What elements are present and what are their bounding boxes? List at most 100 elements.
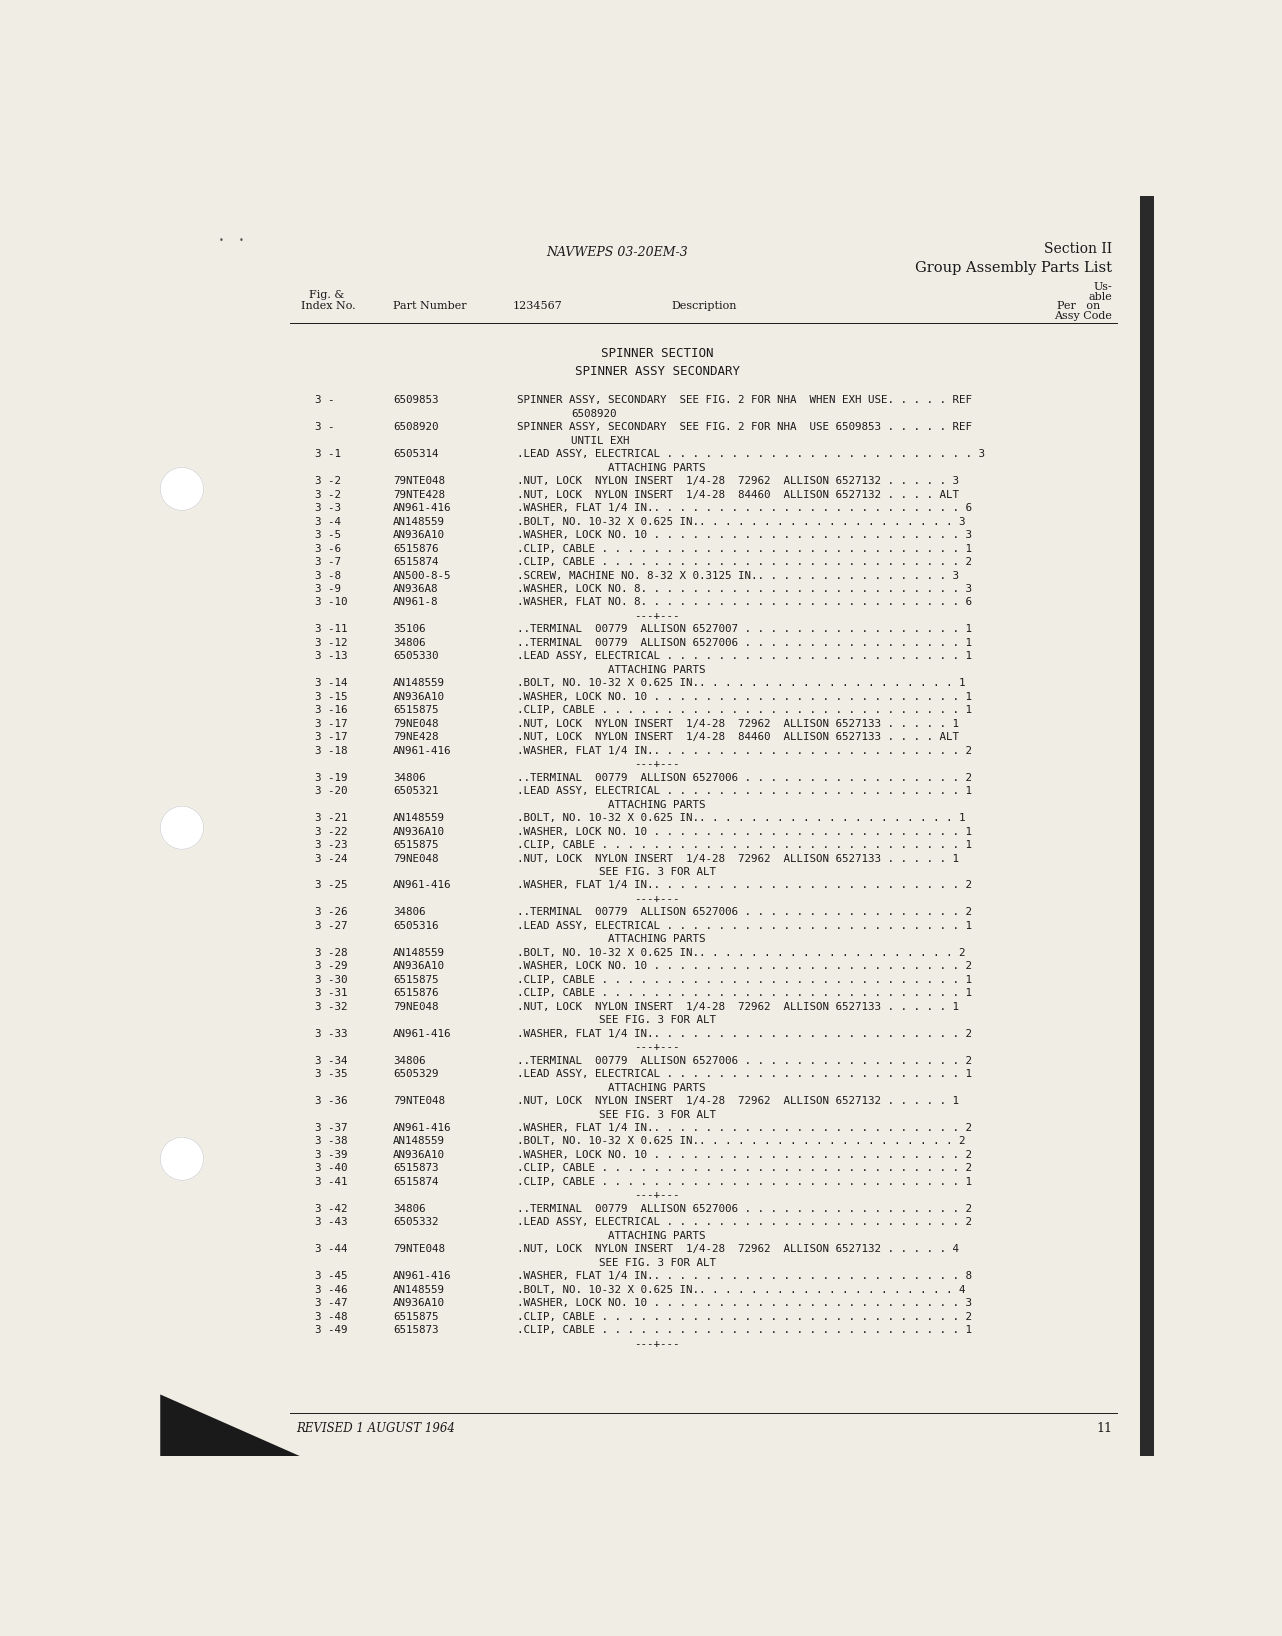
Text: Part Number: Part Number xyxy=(392,301,467,311)
Text: .SCREW, MACHINE NO. 8-32 X 0.3125 IN.. . . . . . . . . . . . . . . 3: .SCREW, MACHINE NO. 8-32 X 0.3125 IN.. .… xyxy=(517,571,959,581)
Text: ..TERMINAL  00779  ALLISON 6527006 . . . . . . . . . . . . . . . . . 2: ..TERMINAL 00779 ALLISON 6527006 . . . .… xyxy=(517,1204,972,1214)
Text: 3 -16: 3 -16 xyxy=(315,705,347,715)
Text: AN961-416: AN961-416 xyxy=(392,880,451,890)
Text: .NUT, LOCK  NYLON INSERT  1/4-28  72962  ALLISON 6527133 . . . . . 1: .NUT, LOCK NYLON INSERT 1/4-28 72962 ALL… xyxy=(517,1001,959,1011)
Text: .CLIP, CABLE . . . . . . . . . . . . . . . . . . . . . . . . . . . . 1: .CLIP, CABLE . . . . . . . . . . . . . .… xyxy=(517,988,972,998)
Text: 3 -20: 3 -20 xyxy=(315,787,347,797)
Text: ---+---: ---+--- xyxy=(635,1191,679,1201)
Text: 6505321: 6505321 xyxy=(392,787,438,797)
Text: 3 -26: 3 -26 xyxy=(315,908,347,918)
Text: ..TERMINAL  00779  ALLISON 6527006 . . . . . . . . . . . . . . . . . 1: ..TERMINAL 00779 ALLISON 6527006 . . . .… xyxy=(517,638,972,648)
Text: 3 -11: 3 -11 xyxy=(315,625,347,635)
Text: Index No.: Index No. xyxy=(301,301,356,311)
Text: 79NTE048: 79NTE048 xyxy=(392,1096,445,1106)
Text: 35106: 35106 xyxy=(392,625,426,635)
Text: 3 -22: 3 -22 xyxy=(315,826,347,836)
Text: REVISED 1 AUGUST 1964: REVISED 1 AUGUST 1964 xyxy=(296,1422,455,1435)
Text: 3 -28: 3 -28 xyxy=(315,947,347,957)
Text: AN148559: AN148559 xyxy=(392,517,445,527)
Text: 3 -2: 3 -2 xyxy=(315,489,341,499)
Text: .WASHER, LOCK NO. 8. . . . . . . . . . . . . . . . . . . . . . . . . 3: .WASHER, LOCK NO. 8. . . . . . . . . . .… xyxy=(517,584,972,594)
Text: .NUT, LOCK  NYLON INSERT  1/4-28  72962  ALLISON 6527133 . . . . . 1: .NUT, LOCK NYLON INSERT 1/4-28 72962 ALL… xyxy=(517,718,959,728)
Text: ..TERMINAL  00779  ALLISON 6527007 . . . . . . . . . . . . . . . . . 1: ..TERMINAL 00779 ALLISON 6527007 . . . .… xyxy=(517,625,972,635)
Text: .WASHER, FLAT 1/4 IN.. . . . . . . . . . . . . . . . . . . . . . . . 2: .WASHER, FLAT 1/4 IN.. . . . . . . . . .… xyxy=(517,1029,972,1039)
Text: .CLIP, CABLE . . . . . . . . . . . . . . . . . . . . . . . . . . . . 2: .CLIP, CABLE . . . . . . . . . . . . . .… xyxy=(517,1163,972,1173)
Text: ..TERMINAL  00779  ALLISON 6527006 . . . . . . . . . . . . . . . . . 2: ..TERMINAL 00779 ALLISON 6527006 . . . .… xyxy=(517,772,972,782)
Text: 6505329: 6505329 xyxy=(392,1068,438,1080)
Text: 11: 11 xyxy=(1096,1422,1111,1435)
Text: 3 -18: 3 -18 xyxy=(315,746,347,756)
Text: .LEAD ASSY, ELECTRICAL . . . . . . . . . . . . . . . . . . . . . . . . 3: .LEAD ASSY, ELECTRICAL . . . . . . . . .… xyxy=(517,450,985,460)
Text: 3 -: 3 - xyxy=(315,396,335,406)
Text: .CLIP, CABLE . . . . . . . . . . . . . . . . . . . . . . . . . . . . 1: .CLIP, CABLE . . . . . . . . . . . . . .… xyxy=(517,705,972,715)
Text: AN936A10: AN936A10 xyxy=(392,826,445,836)
Text: 3 -44: 3 -44 xyxy=(315,1245,347,1255)
Text: ATTACHING PARTS: ATTACHING PARTS xyxy=(608,664,706,676)
Text: ATTACHING PARTS: ATTACHING PARTS xyxy=(608,463,706,473)
Text: ATTACHING PARTS: ATTACHING PARTS xyxy=(608,1083,706,1093)
Text: 3 -41: 3 -41 xyxy=(315,1176,347,1188)
Text: AN148559: AN148559 xyxy=(392,1284,445,1294)
Text: .WASHER, LOCK NO. 10 . . . . . . . . . . . . . . . . . . . . . . . . 2: .WASHER, LOCK NO. 10 . . . . . . . . . .… xyxy=(517,962,972,972)
Text: 3 -7: 3 -7 xyxy=(315,558,341,568)
Text: 6515874: 6515874 xyxy=(392,1176,438,1188)
Text: 3 -47: 3 -47 xyxy=(315,1299,347,1309)
Text: .NUT, LOCK  NYLON INSERT  1/4-28  72962  ALLISON 6527132 . . . . . 1: .NUT, LOCK NYLON INSERT 1/4-28 72962 ALL… xyxy=(517,1096,959,1106)
Text: Description: Description xyxy=(672,301,737,311)
Text: ---+---: ---+--- xyxy=(635,893,679,905)
Text: .BOLT, NO. 10-32 X 0.625 IN.. . . . . . . . . . . . . . . . . . . . 4: .BOLT, NO. 10-32 X 0.625 IN.. . . . . . … xyxy=(517,1284,965,1294)
Text: SEE FIG. 3 FOR ALT: SEE FIG. 3 FOR ALT xyxy=(599,1258,715,1268)
Text: Group Assembly Parts List: Group Assembly Parts List xyxy=(915,260,1111,275)
Text: SEE FIG. 3 FOR ALT: SEE FIG. 3 FOR ALT xyxy=(599,867,715,877)
Text: 3 -2: 3 -2 xyxy=(315,476,341,486)
Text: Fig. &: Fig. & xyxy=(309,290,345,299)
Text: 3 -48: 3 -48 xyxy=(315,1312,347,1322)
Text: 3 -25: 3 -25 xyxy=(315,880,347,890)
Text: 6515875: 6515875 xyxy=(392,1312,438,1322)
Text: SPINNER ASSY, SECONDARY  SEE FIG. 2 FOR NHA  USE 6509853 . . . . . REF: SPINNER ASSY, SECONDARY SEE FIG. 2 FOR N… xyxy=(517,422,972,432)
Text: 34806: 34806 xyxy=(392,908,426,918)
Text: 34806: 34806 xyxy=(392,638,426,648)
Text: 3 -46: 3 -46 xyxy=(315,1284,347,1294)
Text: .NUT, LOCK  NYLON INSERT  1/4-28  84460  ALLISON 6527132 . . . . ALT: .NUT, LOCK NYLON INSERT 1/4-28 84460 ALL… xyxy=(517,489,959,499)
Text: ATTACHING PARTS: ATTACHING PARTS xyxy=(608,800,706,810)
Text: 6515875: 6515875 xyxy=(392,839,438,851)
Text: SPINNER SECTION: SPINNER SECTION xyxy=(601,347,713,360)
Text: .CLIP, CABLE . . . . . . . . . . . . . . . . . . . . . . . . . . . . 1: .CLIP, CABLE . . . . . . . . . . . . . .… xyxy=(517,1325,972,1335)
Text: able: able xyxy=(1088,293,1111,303)
Text: 79NE048: 79NE048 xyxy=(392,1001,438,1011)
Text: 3 -17: 3 -17 xyxy=(315,733,347,743)
Text: •: • xyxy=(240,237,244,245)
Text: 3 -19: 3 -19 xyxy=(315,772,347,782)
Text: 79NE428: 79NE428 xyxy=(392,733,438,743)
Text: AN961-416: AN961-416 xyxy=(392,746,451,756)
Text: .CLIP, CABLE . . . . . . . . . . . . . . . . . . . . . . . . . . . . 1: .CLIP, CABLE . . . . . . . . . . . . . .… xyxy=(517,543,972,553)
Text: 6508920: 6508920 xyxy=(392,422,438,432)
Text: 6515873: 6515873 xyxy=(392,1325,438,1335)
Text: 3 -29: 3 -29 xyxy=(315,962,347,972)
Text: 3 -34: 3 -34 xyxy=(315,1055,347,1065)
Text: .WASHER, FLAT 1/4 IN.. . . . . . . . . . . . . . . . . . . . . . . . 2: .WASHER, FLAT 1/4 IN.. . . . . . . . . .… xyxy=(517,1122,972,1134)
Text: AN936A8: AN936A8 xyxy=(392,584,438,594)
Text: AN961-8: AN961-8 xyxy=(392,597,438,607)
Text: .WASHER, FLAT 1/4 IN.. . . . . . . . . . . . . . . . . . . . . . . . 2: .WASHER, FLAT 1/4 IN.. . . . . . . . . .… xyxy=(517,746,972,756)
Circle shape xyxy=(160,1137,204,1181)
Text: 6505332: 6505332 xyxy=(392,1217,438,1227)
Text: .LEAD ASSY, ELECTRICAL . . . . . . . . . . . . . . . . . . . . . . . 1: .LEAD ASSY, ELECTRICAL . . . . . . . . .… xyxy=(517,651,972,661)
Text: 3 -33: 3 -33 xyxy=(315,1029,347,1039)
Text: .WASHER, LOCK NO. 10 . . . . . . . . . . . . . . . . . . . . . . . . 2: .WASHER, LOCK NO. 10 . . . . . . . . . .… xyxy=(517,1150,972,1160)
Text: 3 -12: 3 -12 xyxy=(315,638,347,648)
Text: 79NTE428: 79NTE428 xyxy=(392,489,445,499)
Text: 34806: 34806 xyxy=(392,1055,426,1065)
Text: 6505316: 6505316 xyxy=(392,921,438,931)
Text: AN936A10: AN936A10 xyxy=(392,692,445,702)
Text: .CLIP, CABLE . . . . . . . . . . . . . . . . . . . . . . . . . . . . 1: .CLIP, CABLE . . . . . . . . . . . . . .… xyxy=(517,975,972,985)
Text: 1234567: 1234567 xyxy=(513,301,563,311)
Text: 6515875: 6515875 xyxy=(392,705,438,715)
Text: 3 -17: 3 -17 xyxy=(315,718,347,728)
Text: 3 -30: 3 -30 xyxy=(315,975,347,985)
Text: 3 -3: 3 -3 xyxy=(315,504,341,514)
Text: 3 -: 3 - xyxy=(315,422,335,432)
Text: 6508920: 6508920 xyxy=(570,409,617,419)
Bar xyxy=(1140,196,1154,1456)
